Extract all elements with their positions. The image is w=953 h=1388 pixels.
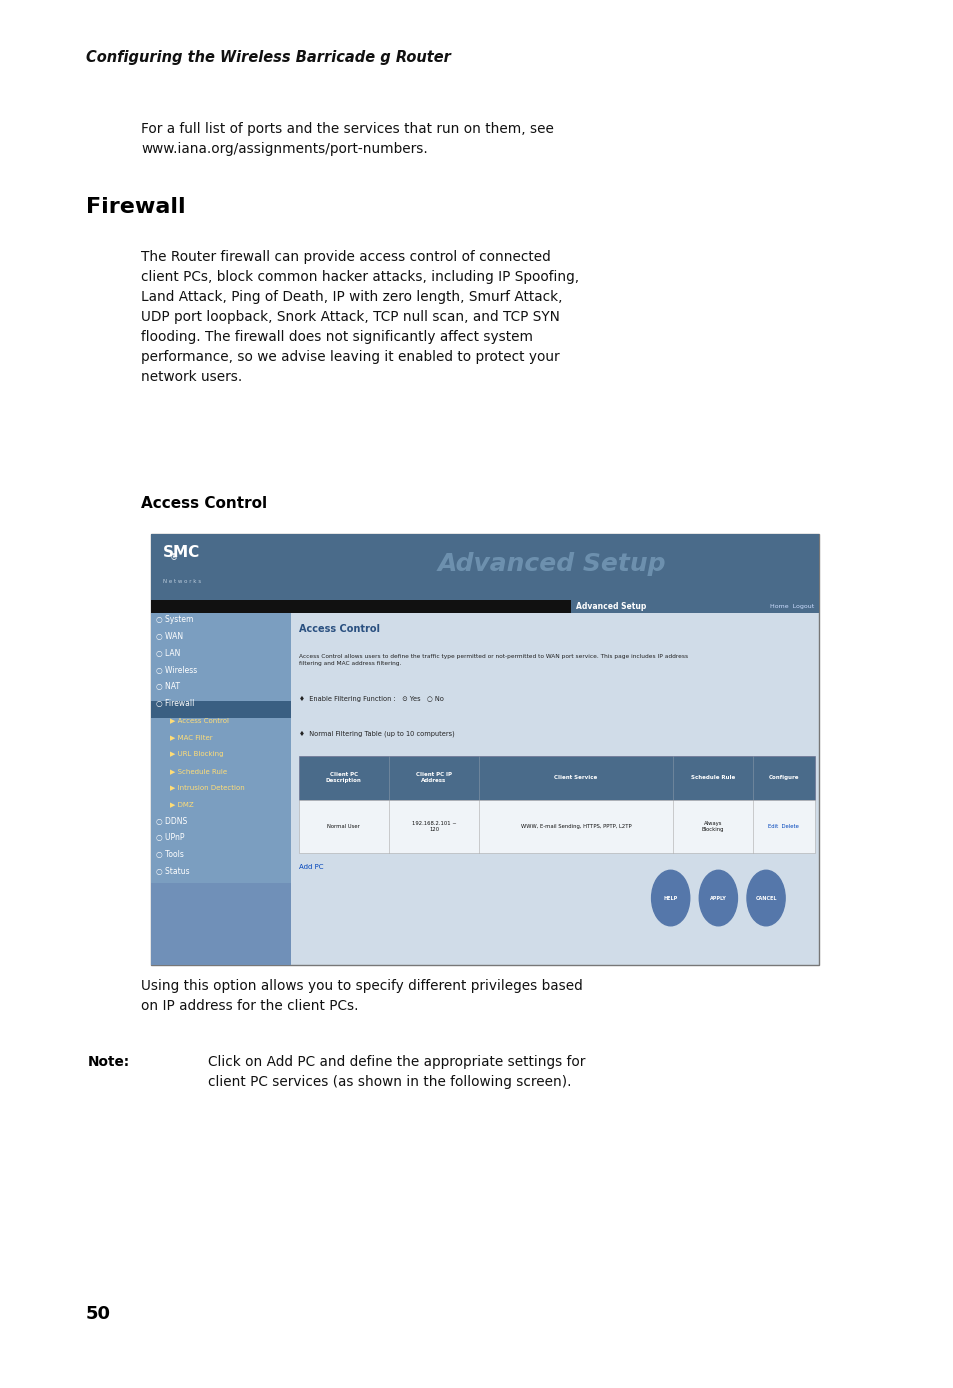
- Text: ♦  Normal Filtering Table (up to 10 computers): ♦ Normal Filtering Table (up to 10 compu…: [298, 730, 454, 737]
- Text: Always
Blocking: Always Blocking: [700, 822, 723, 833]
- Bar: [298, 755, 814, 799]
- Text: Firewall: Firewall: [86, 197, 185, 217]
- Text: ♦  Enable Filtering Function :   ⊙ Yes   ○ No: ♦ Enable Filtering Function : ⊙ Yes ○ No: [298, 695, 443, 702]
- Text: Access Control: Access Control: [298, 623, 379, 634]
- Text: ▶ Schedule Rule: ▶ Schedule Rule: [170, 768, 227, 773]
- Text: ○ Wireless: ○ Wireless: [156, 665, 197, 675]
- Text: Access Control allows users to define the traffic type permitted or not-permitte: Access Control allows users to define th…: [298, 654, 687, 666]
- Text: N e t w o r k s: N e t w o r k s: [163, 579, 201, 584]
- Text: 50: 50: [86, 1305, 111, 1323]
- Text: The Router firewall can provide access control of connected
client PCs, block co: The Router firewall can provide access c…: [141, 250, 578, 384]
- Text: ▶ Intrusion Detection: ▶ Intrusion Detection: [170, 784, 244, 791]
- Circle shape: [746, 870, 784, 926]
- Text: Client PC
Description: Client PC Description: [326, 773, 361, 783]
- Text: Client Service: Client Service: [554, 776, 597, 780]
- Text: Configuring the Wireless Barricade g Router: Configuring the Wireless Barricade g Rou…: [86, 50, 450, 65]
- Text: Schedule Rule: Schedule Rule: [690, 776, 734, 780]
- Text: ○ Status: ○ Status: [156, 868, 190, 876]
- Text: For a full list of ports and the services that run on them, see
www.iana.org/ass: For a full list of ports and the service…: [141, 122, 554, 157]
- Text: WWW, E-mail Sending, HTTPS, PPTP, L2TP: WWW, E-mail Sending, HTTPS, PPTP, L2TP: [520, 824, 631, 829]
- Text: Click on Add PC and define the appropriate settings for
client PC services (as s: Click on Add PC and define the appropria…: [208, 1055, 585, 1090]
- Bar: [571, 600, 818, 612]
- Text: HELP: HELP: [663, 895, 677, 901]
- Bar: [151, 883, 291, 965]
- Bar: [151, 600, 571, 612]
- Text: ○ WAN: ○ WAN: [156, 632, 183, 641]
- Text: ®: ®: [170, 552, 178, 562]
- Text: Using this option allows you to specify different privileges based
on IP address: Using this option allows you to specify …: [141, 979, 582, 1013]
- Text: SMC: SMC: [163, 545, 200, 561]
- Text: Configure: Configure: [768, 776, 799, 780]
- Text: ○ LAN: ○ LAN: [156, 648, 181, 658]
- Text: Access Control: Access Control: [141, 496, 267, 511]
- Text: ▶ Access Control: ▶ Access Control: [170, 718, 229, 723]
- Text: Normal User: Normal User: [327, 824, 360, 829]
- Bar: [151, 701, 291, 718]
- Text: Advanced Setup: Advanced Setup: [436, 552, 665, 576]
- Text: Note:: Note:: [88, 1055, 130, 1069]
- Bar: [151, 612, 291, 965]
- Circle shape: [699, 870, 737, 926]
- Bar: [151, 534, 818, 600]
- Text: ▶ MAC Filter: ▶ MAC Filter: [170, 734, 213, 740]
- Text: Advanced Setup: Advanced Setup: [576, 602, 646, 611]
- Circle shape: [651, 870, 689, 926]
- Bar: [151, 534, 818, 965]
- Bar: [298, 799, 814, 854]
- Text: ○ DDNS: ○ DDNS: [156, 816, 188, 826]
- Text: ▶ URL Blocking: ▶ URL Blocking: [170, 751, 223, 756]
- Text: ○ NAT: ○ NAT: [156, 683, 180, 691]
- Text: ○ Firewall: ○ Firewall: [156, 700, 194, 708]
- Text: Client PC IP
Address: Client PC IP Address: [416, 773, 452, 783]
- Text: ○ System: ○ System: [156, 615, 193, 625]
- Text: Add PC: Add PC: [298, 865, 323, 870]
- Text: Edit  Delete: Edit Delete: [767, 824, 799, 829]
- Text: Home  Logout: Home Logout: [769, 604, 813, 609]
- Text: CANCEL: CANCEL: [755, 895, 776, 901]
- Text: ○ UPnP: ○ UPnP: [156, 833, 185, 843]
- Text: 192.168.2.101 ~
120: 192.168.2.101 ~ 120: [412, 822, 456, 833]
- Text: ○ Tools: ○ Tools: [156, 851, 184, 859]
- Text: APPLY: APPLY: [709, 895, 726, 901]
- Text: ▶ DMZ: ▶ DMZ: [170, 801, 193, 808]
